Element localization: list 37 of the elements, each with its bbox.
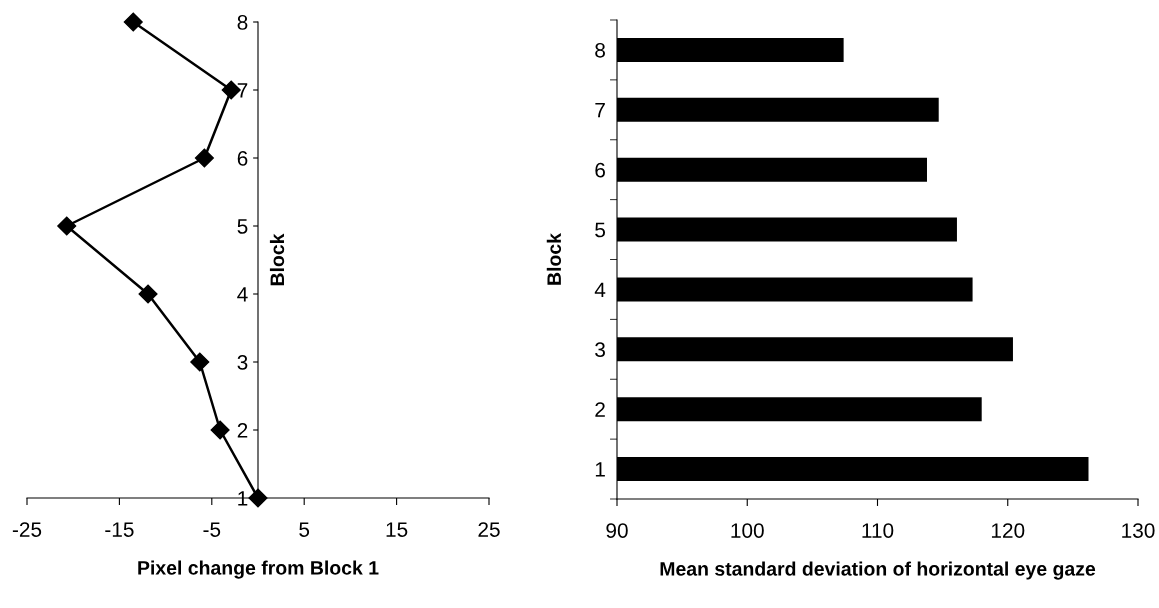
y-tick-label: 5 bbox=[595, 222, 606, 238]
y-axis-title: Block bbox=[269, 233, 285, 286]
y-tick-label: 3 bbox=[237, 355, 248, 370]
x-axis-title: Pixel change from Block 1 bbox=[138, 560, 379, 579]
y-tick-label: 4 bbox=[237, 287, 248, 302]
y-tick-label: 1 bbox=[595, 462, 605, 477]
y-tick-label: 1 bbox=[238, 491, 248, 506]
y-tick-label: 6 bbox=[237, 151, 248, 166]
y-tick-label: 6 bbox=[595, 162, 605, 178]
point bbox=[190, 352, 210, 372]
x-tick-label: -5 bbox=[203, 522, 221, 537]
x-tick-label: 130 bbox=[1122, 523, 1155, 538]
y-tick-label: 5 bbox=[237, 219, 248, 234]
x-tick-label: 25 bbox=[478, 522, 500, 537]
y-tick-label: 3 bbox=[595, 342, 605, 358]
y-axis-title: Block bbox=[546, 233, 562, 285]
y-tick-label: 2 bbox=[237, 423, 248, 438]
x-tick-label: 110 bbox=[862, 523, 894, 538]
y-tick-label: 7 bbox=[237, 83, 248, 98]
x-tick-label: -15 bbox=[105, 522, 134, 537]
x-tick-label: 90 bbox=[606, 523, 628, 538]
x-tick-label: -25 bbox=[12, 522, 42, 537]
point bbox=[57, 216, 77, 236]
x-tick-label: 15 bbox=[386, 522, 408, 537]
y-tick-label: 8 bbox=[595, 42, 605, 58]
y-tick-label: 4 bbox=[594, 282, 606, 297]
point bbox=[138, 284, 158, 304]
x-tick-label: 100 bbox=[731, 523, 764, 538]
x-tick-label: 120 bbox=[991, 523, 1025, 538]
point bbox=[123, 12, 143, 32]
y-tick-label: 8 bbox=[237, 15, 248, 30]
point bbox=[194, 148, 214, 168]
y-tick-label: 7 bbox=[595, 103, 605, 118]
y-tick-label: 2 bbox=[595, 402, 605, 417]
x-tick-label: 5 bbox=[299, 522, 310, 537]
point bbox=[210, 420, 230, 440]
x-axis-title: Mean standard deviation of horizontal eye gaze bbox=[660, 561, 1096, 580]
